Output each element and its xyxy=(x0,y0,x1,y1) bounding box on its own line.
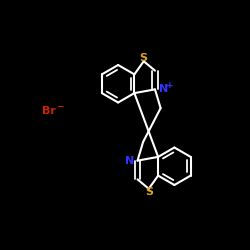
Text: S: S xyxy=(140,53,148,63)
Text: N: N xyxy=(124,156,134,166)
Text: Br: Br xyxy=(42,106,56,116)
Text: N: N xyxy=(159,84,168,94)
Text: S: S xyxy=(145,187,153,197)
Text: +: + xyxy=(166,81,173,90)
Text: −: − xyxy=(56,102,64,111)
